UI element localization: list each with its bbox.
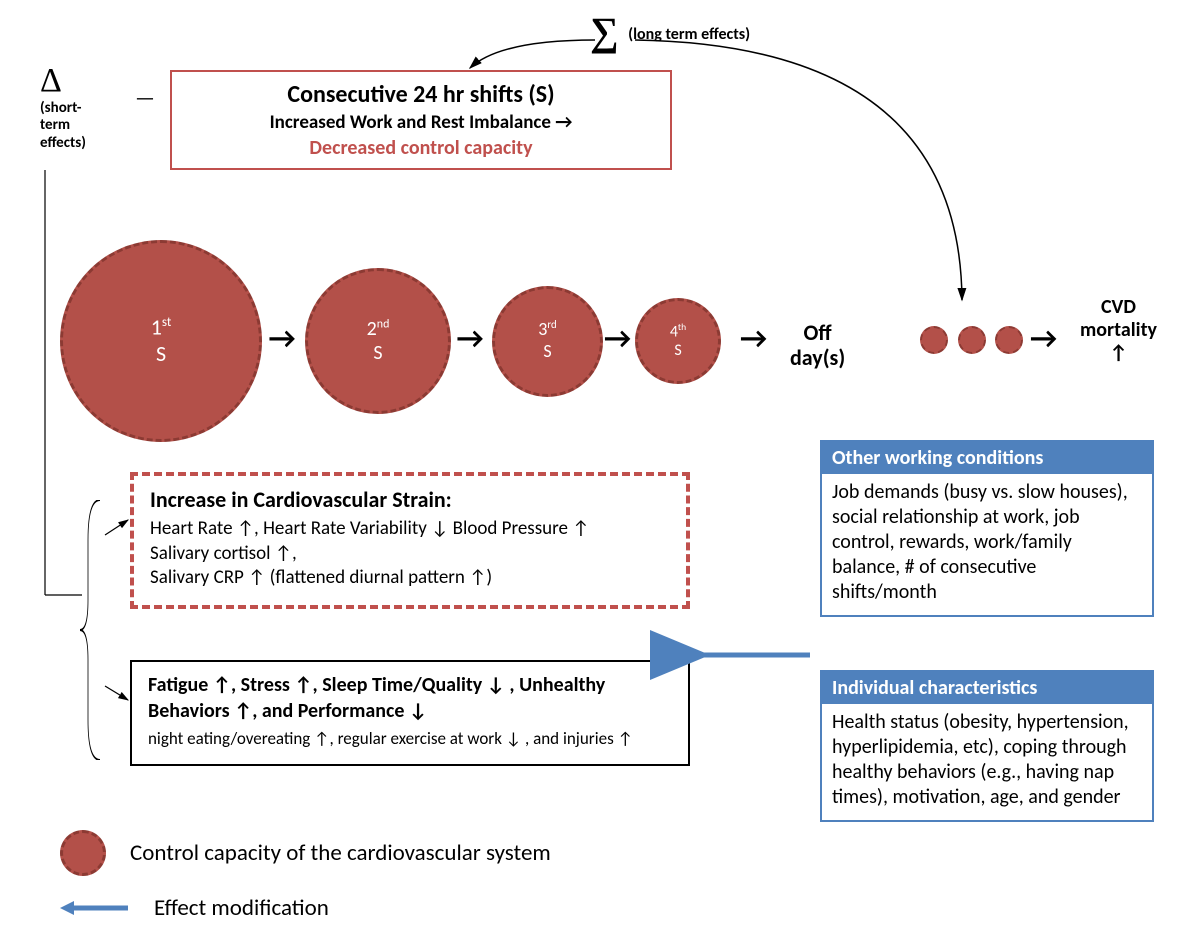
diagram-root: ∑ (long term effects) Δ (short- term eff… xyxy=(0,0,1200,950)
legend-circle-label: Control capacity of the cardiovascular s… xyxy=(130,839,551,867)
legend-arrow-icon xyxy=(60,898,130,918)
individual-body: Health status (obesity, hypertension, hy… xyxy=(822,704,1152,820)
legend-circle-icon xyxy=(60,830,106,876)
legend-arrow-label: Effect modification xyxy=(154,894,329,922)
working-conditions-box: Other working conditions Job demands (bu… xyxy=(820,440,1154,617)
individual-characteristics-box: Individual characteristics Health status… xyxy=(820,670,1154,822)
individual-title: Individual characteristics xyxy=(822,672,1152,704)
working-conditions-body: Job demands (busy vs. slow houses), soci… xyxy=(822,474,1152,615)
working-conditions-title: Other working conditions xyxy=(822,442,1152,474)
legend: Control capacity of the cardiovascular s… xyxy=(60,830,551,922)
